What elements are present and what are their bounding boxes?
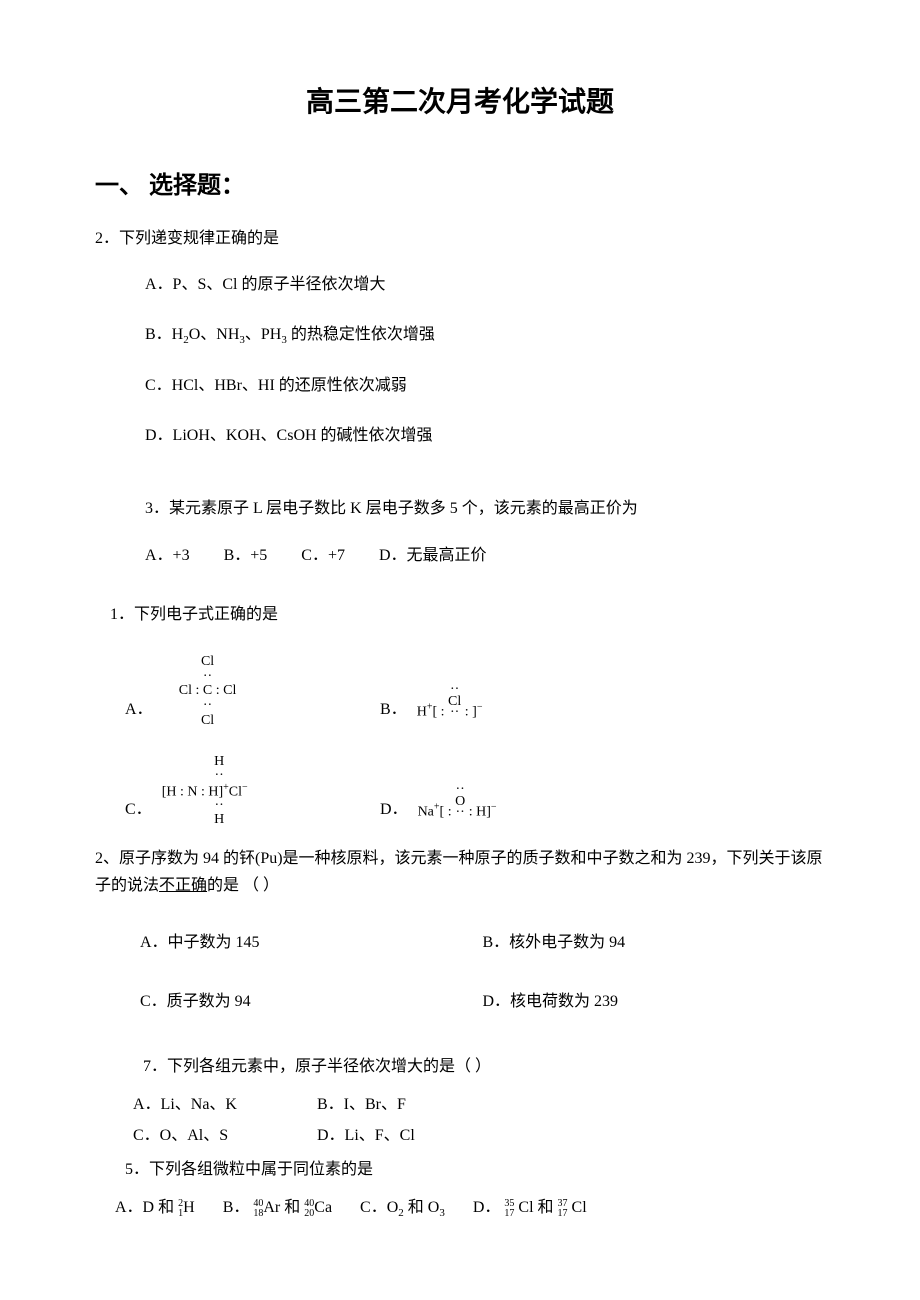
isotope-ar-icon: 4018 xyxy=(253,1199,263,1219)
q5-option-a: A．D 和 21H xyxy=(115,1199,199,1216)
formula-nh4cl-icon: H ·· [H : N : H]+Cl− ·· H xyxy=(162,755,272,825)
q1-label-d: D． xyxy=(380,796,408,825)
q3-option-a: A．+3 xyxy=(145,542,190,571)
q7-row2: C．O、Al、S D．Li、F、Cl xyxy=(133,1121,825,1151)
q2b-suffix: 的热稳定性依次增强 xyxy=(287,326,435,343)
q5-option-b: B． 4018Ar 和 4020Ca xyxy=(223,1199,336,1216)
q2b-mid1: O、NH xyxy=(189,326,240,343)
q2b-options-row1: A．中子数为 145 B．核外电子数为 94 xyxy=(95,929,825,958)
section-header: 一、 选择题： xyxy=(95,165,825,200)
q5c-prefix: C．O xyxy=(360,1199,398,1216)
q5-options: A．D 和 21H B． 4018Ar 和 4020Ca C．O2 和 O3 D… xyxy=(95,1193,825,1219)
q5c-sub3: 3 xyxy=(439,1207,445,1219)
q3-option-d: D．无最高正价 xyxy=(379,542,487,571)
q7-option-b: B．I、Br、F xyxy=(317,1096,406,1113)
q7-option-c: C．O、Al、S xyxy=(133,1121,313,1151)
question-5: 5．下列各组微粒中属于同位素的是 xyxy=(95,1155,825,1185)
q3-options: A．+3 B．+5 C．+7 D．无最高正价 xyxy=(145,542,825,571)
q1-label-c: C． xyxy=(125,796,152,825)
q5b-ca: Ca xyxy=(314,1199,332,1216)
q2b-option-c: C．质子数为 94 xyxy=(140,988,483,1017)
q2b-prefix: B．H xyxy=(145,326,183,343)
page-title: 高三第二次月考化学试题 xyxy=(95,80,825,120)
q1-label-b: B． xyxy=(380,696,407,725)
isotope-ca-icon: 4020 xyxy=(304,1199,314,1219)
q3-option-c: C．+7 xyxy=(301,542,345,571)
q5-stem: 5．下列各组微粒中属于同位素的是 xyxy=(125,1155,825,1185)
q2b-stem-underline: 不正确 xyxy=(159,877,207,894)
question-7: 7．下列各组元素中，原子半径依次增大的是（ ） xyxy=(95,1052,825,1082)
q2-stem: 2．下列递变规律正确的是 xyxy=(95,225,825,254)
q5b-prefix: B． xyxy=(223,1199,250,1216)
q2b-stem-suffix: 的是 （ ） xyxy=(207,877,279,894)
q5d-cl2: Cl xyxy=(568,1199,587,1216)
q5-option-c: C．O2 和 O3 xyxy=(360,1199,449,1216)
q5a-prefix: A．D 和 xyxy=(115,1199,174,1216)
q5a-h: H xyxy=(183,1199,195,1216)
q2b-stem: 2、原子序数为 94 的钚(Pu)是一种核原料，该元素一种原子的质子数和中子数之… xyxy=(95,845,825,899)
isotope-cl37-icon: 3717 xyxy=(558,1199,568,1219)
formula-ccl4-icon: Cl ·· Cl : C : Cl ·· Cl xyxy=(163,655,253,725)
question-3: 3．某元素原子 L 层电子数比 K 层电子数多 5 个，该元素的最高正价为 A．… xyxy=(95,495,825,571)
q7-option-d: D．Li、F、Cl xyxy=(317,1127,415,1144)
q7-option-a: A．Li、Na、K xyxy=(133,1090,313,1120)
q1-stem: 1．下列电子式正确的是 xyxy=(95,601,825,630)
q2b-options-row2: C．质子数为 94 D．核电荷数为 239 xyxy=(95,988,825,1017)
question-2b: 2、原子序数为 94 的钚(Pu)是一种核原料，该元素一种原子的质子数和中子数之… xyxy=(95,845,825,1017)
q7-stem: 7．下列各组元素中，原子半径依次增大的是（ ） xyxy=(143,1052,825,1082)
q2-option-b: B．H2O、NH3、PH3 的热稳定性依次增强 xyxy=(95,316,825,354)
q3-option-b: B．+5 xyxy=(224,542,268,571)
q2b-option-b: B．核外电子数为 94 xyxy=(483,929,826,958)
formula-hcl-icon: H+[ : ··Cl·· : ]− xyxy=(417,690,517,725)
question-1: 1．下列电子式正确的是 A． Cl ·· Cl : C : Cl ·· Cl B… xyxy=(95,601,825,825)
q2-option-a: A．P、S、Cl 的原子半径依次增大 xyxy=(95,266,825,304)
q5-option-d: D． 3517 Cl 和 3717 Cl xyxy=(473,1199,587,1216)
q5d-prefix: D． xyxy=(473,1199,501,1216)
q2b-option-a: A．中子数为 145 xyxy=(140,929,483,958)
q2-option-c: C．HCl、HBr、HI 的还原性依次减弱 xyxy=(95,367,825,405)
q1-row-ab: A． Cl ·· Cl : C : Cl ·· Cl B． H+[ : ··Cl… xyxy=(95,655,825,725)
isotope-cl35-icon: 3517 xyxy=(504,1199,514,1219)
q7-row1: A．Li、Na、K B．I、Br、F xyxy=(133,1090,825,1120)
q2-option-d: D．LiOH、KOH、CsOH 的碱性依次增强 xyxy=(95,417,825,455)
formula-naoh-icon: Na+[ : ··O·· : H]− xyxy=(418,790,538,825)
q5c-mid: 和 O xyxy=(404,1199,440,1216)
q2b-option-d: D．核电荷数为 239 xyxy=(483,988,826,1017)
q1-label-a: A． xyxy=(125,696,153,725)
question-2: 2．下列递变规律正确的是 A．P、S、Cl 的原子半径依次增大 B．H2O、NH… xyxy=(95,225,825,455)
q5d-cl1: Cl 和 xyxy=(514,1199,553,1216)
q2b-mid2: 、PH xyxy=(245,326,281,343)
q1-row-cd: C． H ·· [H : N : H]+Cl− ·· H D． Na+[ : ·… xyxy=(95,755,825,825)
q5b-ar: Ar 和 xyxy=(263,1199,300,1216)
q3-stem: 3．某元素原子 L 层电子数比 K 层电子数多 5 个，该元素的最高正价为 xyxy=(145,495,825,524)
